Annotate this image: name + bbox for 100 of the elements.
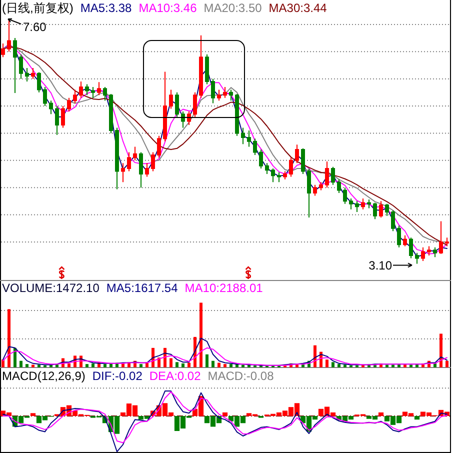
candlestick <box>337 178 341 194</box>
series-label: DIF:-0.02 <box>92 369 143 383</box>
candlestick <box>223 86 227 98</box>
candlestick <box>373 202 377 220</box>
candlestick <box>313 184 317 196</box>
bar <box>206 354 208 368</box>
candlestick <box>169 89 173 110</box>
candlestick <box>439 220 443 254</box>
candlestick <box>151 152 155 172</box>
candlestick <box>193 92 197 118</box>
candlestick <box>103 86 107 102</box>
bar <box>386 364 388 368</box>
candlestick <box>205 54 209 85</box>
bar <box>222 412 228 416</box>
candlestick <box>343 187 347 204</box>
series-label: VOLUME:1472.10 <box>2 281 100 295</box>
bar <box>332 362 334 368</box>
bar <box>140 364 142 368</box>
bar <box>30 413 36 416</box>
candlestick <box>235 94 239 136</box>
candlestick <box>145 162 149 178</box>
candlestick <box>211 78 215 104</box>
candlestick <box>445 237 449 247</box>
candlestick <box>73 89 77 104</box>
bar <box>8 309 10 368</box>
annotation: 3.10 <box>368 258 392 273</box>
candlestick <box>433 246 437 258</box>
candlestick <box>229 89 233 102</box>
chart-title: (日线,前复权) <box>2 1 74 15</box>
candlestick <box>367 199 371 209</box>
candlestick <box>49 100 53 115</box>
candlestick <box>421 246 425 262</box>
bar <box>344 364 346 368</box>
candlestick <box>283 170 287 180</box>
candlestick <box>163 71 167 142</box>
bar <box>32 364 34 368</box>
bar <box>338 364 340 368</box>
candlestick <box>325 160 329 188</box>
candlestick <box>295 144 299 164</box>
candlestick <box>265 162 269 174</box>
candlestick <box>79 81 83 98</box>
candlestick <box>427 246 431 256</box>
candlestick <box>349 198 353 210</box>
candlestick <box>181 110 185 128</box>
candlestick <box>19 54 23 80</box>
candlestick <box>157 135 161 158</box>
candlestick <box>253 138 257 156</box>
bar <box>410 364 412 368</box>
bar <box>188 362 190 368</box>
bar <box>212 360 214 368</box>
bar <box>176 362 178 368</box>
candlestick <box>397 225 401 248</box>
candlestick <box>391 210 395 232</box>
text: MA10:3.46 <box>138 1 198 15</box>
candlestick <box>403 234 407 247</box>
bar <box>158 358 160 368</box>
candlestick <box>85 84 89 96</box>
bar <box>224 364 226 368</box>
candlestick <box>115 127 119 190</box>
candlestick <box>409 237 413 259</box>
bar <box>104 364 106 368</box>
candlestick <box>415 252 419 264</box>
candlestick <box>139 152 143 188</box>
bar <box>92 363 94 368</box>
candlestick <box>319 182 323 191</box>
text: MA5:3.38 <box>80 1 132 15</box>
text: MA5:1617.54 <box>106 281 178 295</box>
bar <box>446 360 448 368</box>
candlestick <box>109 94 113 134</box>
candlestick <box>61 106 65 128</box>
chart-title: MACD(12,26,9) <box>2 369 86 383</box>
candlestick <box>271 168 275 183</box>
candlestick <box>277 172 281 183</box>
series-label: MACD:-0.08 <box>208 369 274 383</box>
text: MA10:2188.01 <box>184 281 264 295</box>
bar <box>440 334 442 368</box>
bar <box>182 363 184 368</box>
candlestick <box>385 203 389 216</box>
candlestick <box>217 89 221 102</box>
candlestick <box>331 166 335 186</box>
bar <box>242 364 244 368</box>
bar <box>326 360 328 368</box>
candlestick <box>7 18 11 52</box>
bar <box>86 364 88 368</box>
candlestick <box>97 82 101 96</box>
bar <box>38 364 40 368</box>
bar <box>378 412 384 416</box>
candlestick <box>55 106 59 136</box>
candlestick <box>379 200 383 218</box>
candlestick <box>67 97 71 112</box>
series-label: DEA:0.02 <box>149 369 202 383</box>
candlestick <box>1 42 5 58</box>
candlestick <box>241 127 245 145</box>
candlestick <box>127 152 131 172</box>
candlestick <box>301 148 305 174</box>
bar <box>414 416 420 420</box>
bar <box>230 364 232 368</box>
candlestick <box>259 149 263 170</box>
candlestick <box>31 67 35 80</box>
candlestick <box>13 38 17 94</box>
